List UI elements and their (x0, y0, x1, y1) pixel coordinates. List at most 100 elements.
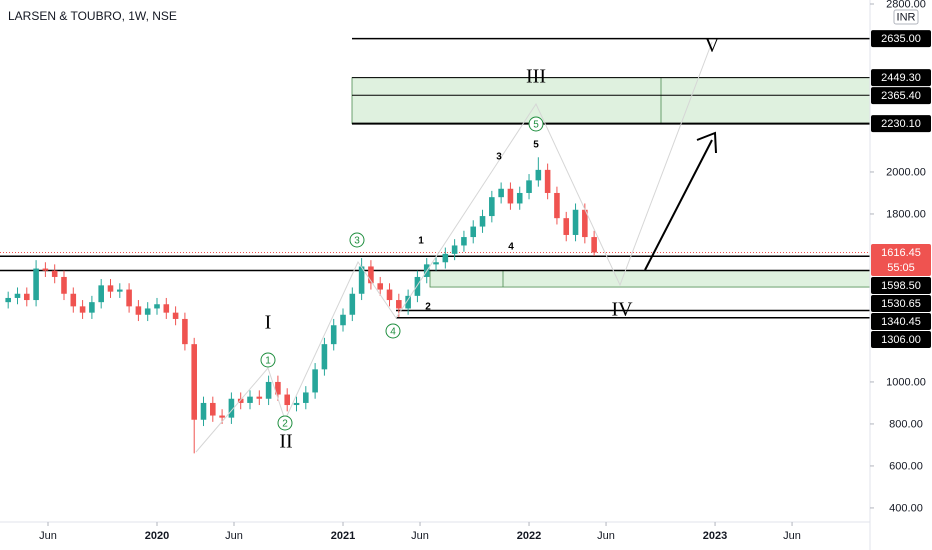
candle-body (433, 262, 439, 265)
candle-body (414, 276, 421, 296)
level-label-box (871, 331, 931, 349)
y-tick-label: 2000.00 (886, 166, 926, 178)
wave-circle (528, 116, 544, 132)
candle-body (507, 188, 514, 204)
circled-wave: 3 (349, 232, 365, 248)
bar-countdown: 55:05 (887, 262, 915, 274)
candle-body (89, 302, 95, 313)
candle-body (451, 245, 458, 254)
candle-body (219, 415, 225, 418)
candle-body (554, 192, 560, 219)
x-tick-label: 2022 (517, 530, 541, 542)
candle-body (284, 394, 290, 406)
candle-body (42, 268, 49, 271)
candle-body (14, 293, 21, 298)
circled-wave: 4 (385, 323, 401, 339)
y-tick-label: 1800.00 (886, 208, 926, 220)
candle-body (312, 369, 318, 393)
level-label-box (871, 313, 931, 331)
level-label-box (871, 277, 931, 295)
candle-body (33, 268, 39, 301)
y-tick-label: 2800.00 (886, 0, 926, 10)
symbol-title: LARSEN & TOUBRO, 1W, NSE (8, 9, 177, 23)
wave-number: 4 (390, 327, 396, 338)
candle-body (516, 192, 523, 204)
currency: INR (897, 11, 916, 23)
candle-body (117, 289, 123, 292)
level-label: 2635.00 (881, 33, 921, 45)
candle-body (237, 398, 244, 403)
candle-body (377, 283, 384, 290)
wave-circle (260, 352, 276, 368)
candle-body (172, 312, 179, 319)
candle-body (470, 226, 477, 238)
level-label: 1598.50 (881, 280, 921, 292)
level-label-box (871, 295, 931, 313)
sub-wave: 1 (418, 236, 424, 247)
candle-body (107, 285, 114, 292)
candle-body (70, 293, 77, 307)
circled-wave: 5 (528, 116, 544, 132)
candle-body (163, 304, 170, 313)
candle-body (135, 306, 142, 315)
arrow-head (696, 131, 717, 154)
candle-body (340, 314, 346, 326)
candle-body (563, 218, 570, 235)
candle-body (210, 402, 216, 416)
candle-body (98, 285, 104, 303)
candle-body (489, 197, 495, 217)
sub-wave: 2 (425, 302, 431, 313)
x-tick-label: Jun (411, 530, 429, 542)
last-price-label: 1616.45 (881, 247, 921, 259)
y-tick-label: 1000.00 (886, 376, 926, 388)
x-tick-label: Jun (225, 530, 243, 542)
candle-body (368, 266, 374, 284)
candle-body (144, 308, 151, 315)
forecast-arrow (644, 139, 713, 271)
zone (351, 77, 871, 125)
candle-body (349, 293, 356, 315)
candle-body (182, 318, 188, 345)
x-tick-label: Jun (597, 530, 615, 542)
y-tick-label: 800.00 (889, 418, 923, 430)
wave-number: 1 (265, 356, 271, 367)
wave-circle (277, 415, 293, 431)
candle-body (293, 402, 300, 406)
wave-circle (385, 323, 401, 339)
wave-circle (349, 232, 365, 248)
zone (429, 270, 871, 288)
candle-body (479, 216, 486, 227)
candle-body (228, 398, 235, 418)
candle-body (386, 289, 393, 301)
candle-body (154, 304, 160, 309)
wave-path (195, 41, 713, 453)
sub-wave: 5 (533, 140, 539, 151)
candle-body (405, 295, 411, 309)
y-tick-label: 600.00 (889, 460, 923, 472)
y-tick-label: 400.00 (889, 502, 923, 514)
candle-body (461, 237, 467, 246)
candle-body (396, 300, 402, 309)
wave-number: 5 (533, 120, 539, 131)
level-label: 2365.40 (881, 90, 921, 102)
wave-number: 2 (282, 419, 288, 430)
candle-body (526, 180, 532, 193)
candle-body (303, 392, 309, 403)
candle-body (544, 169, 551, 193)
wave-label: II (279, 431, 292, 453)
plot-area (0, 37, 871, 454)
x-tick-label: 2023 (703, 530, 727, 542)
candle-body (265, 381, 272, 399)
level-label-box (871, 115, 931, 133)
x-tick-label: Jun (39, 530, 57, 542)
wave-label: III (526, 66, 546, 88)
candle-body (442, 253, 449, 263)
level-label-box (871, 30, 931, 48)
wave-number: 3 (354, 236, 360, 247)
candle-body (535, 169, 542, 181)
x-tick-label: Jun (783, 530, 801, 542)
candle-body (5, 297, 11, 303)
candle-body (591, 237, 597, 253)
sub-wave: 3 (496, 152, 502, 163)
